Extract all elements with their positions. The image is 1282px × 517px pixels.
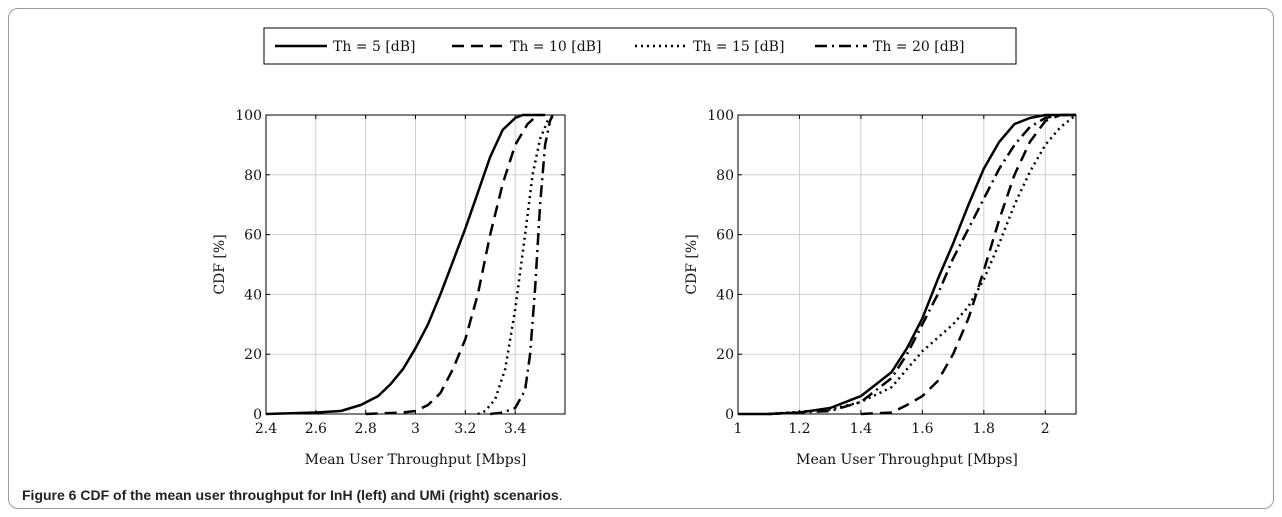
x-axis-label: Mean User Throughput [Mbps] bbox=[796, 452, 1018, 468]
figure-frame bbox=[8, 8, 1274, 509]
legend-label: Th = 20 [dB] bbox=[873, 39, 964, 55]
y-tick-label: 60 bbox=[716, 228, 734, 244]
y-tick-label: 100 bbox=[707, 108, 734, 124]
x-tick-label: 1.6 bbox=[911, 421, 933, 437]
x-tick-label: 3.2 bbox=[454, 421, 476, 437]
y-axis-label: CDF [%] bbox=[212, 234, 228, 294]
y-tick-label: 0 bbox=[725, 407, 734, 423]
x-tick-label: 1.2 bbox=[788, 421, 810, 437]
series-line-solid bbox=[738, 113, 1076, 416]
x-tick-label: 2.6 bbox=[305, 421, 327, 437]
legend-label: Th = 15 [dB] bbox=[693, 39, 784, 55]
legend-box bbox=[263, 27, 1017, 65]
plot-area bbox=[737, 114, 1077, 415]
legend-label: Th = 5 [dB] bbox=[333, 39, 416, 55]
caption-label: Figure 6 bbox=[22, 487, 77, 503]
legend: Th = 5 [dB] Th = 10 [dB] Th = 15 [dB] Th = … bbox=[263, 27, 1017, 65]
y-tick-label: 100 bbox=[235, 108, 262, 124]
caption-text: CDF of the mean user throughput for InH … bbox=[80, 487, 559, 503]
y-axis-label: CDF [%] bbox=[684, 234, 700, 294]
series-line-dashdot bbox=[768, 113, 1076, 416]
x-axis-label: Mean User Throughput [Mbps] bbox=[305, 452, 527, 468]
y-tick-label: 40 bbox=[716, 287, 734, 303]
legend-label: Th = 10 [dB] bbox=[510, 39, 601, 55]
x-tick-label: 2 bbox=[1041, 421, 1050, 437]
x-tick-label: 2.4 bbox=[255, 421, 277, 437]
y-tick-label: 80 bbox=[716, 168, 734, 184]
y-tick-label: 80 bbox=[244, 168, 262, 184]
x-tick-label: 1.8 bbox=[973, 421, 995, 437]
figure-caption: Figure 6 CDF of the mean user throughput… bbox=[22, 487, 563, 503]
y-tick-label: 20 bbox=[244, 347, 262, 363]
x-tick-label: 1 bbox=[734, 421, 743, 437]
caption-end: . bbox=[558, 487, 563, 503]
y-tick-label: 20 bbox=[716, 347, 734, 363]
x-tick-label: 3.4 bbox=[504, 421, 526, 437]
series-line-solid bbox=[266, 113, 541, 416]
x-tick-label: 1.4 bbox=[850, 421, 872, 437]
y-tick-label: 60 bbox=[244, 228, 262, 244]
x-tick-label: 3 bbox=[411, 421, 420, 437]
y-tick-label: 0 bbox=[253, 407, 262, 423]
series-line-dashed bbox=[365, 113, 546, 416]
chart-inh: 2.4 2.6 2.8 3 3.2 3.4 0 20 40 60 80 100 Mean User Th… bbox=[212, 108, 566, 468]
y-tick-label: 40 bbox=[244, 287, 262, 303]
series-line-dashdot bbox=[490, 114, 554, 416]
x-tick-label: 2.8 bbox=[355, 421, 377, 437]
